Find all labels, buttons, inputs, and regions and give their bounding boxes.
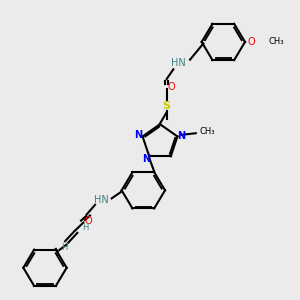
Text: S: S [163, 101, 171, 112]
Text: O: O [248, 37, 256, 47]
Text: N: N [142, 154, 150, 164]
Text: CH₃: CH₃ [268, 38, 284, 46]
Text: H: H [61, 243, 67, 252]
Text: CH₃: CH₃ [199, 127, 214, 136]
Text: N: N [134, 130, 142, 140]
Text: HN: HN [94, 195, 109, 205]
Text: H: H [82, 223, 88, 232]
Text: O: O [85, 216, 92, 226]
Text: N: N [177, 131, 185, 142]
Text: O: O [168, 82, 176, 92]
Text: HN: HN [171, 58, 186, 68]
